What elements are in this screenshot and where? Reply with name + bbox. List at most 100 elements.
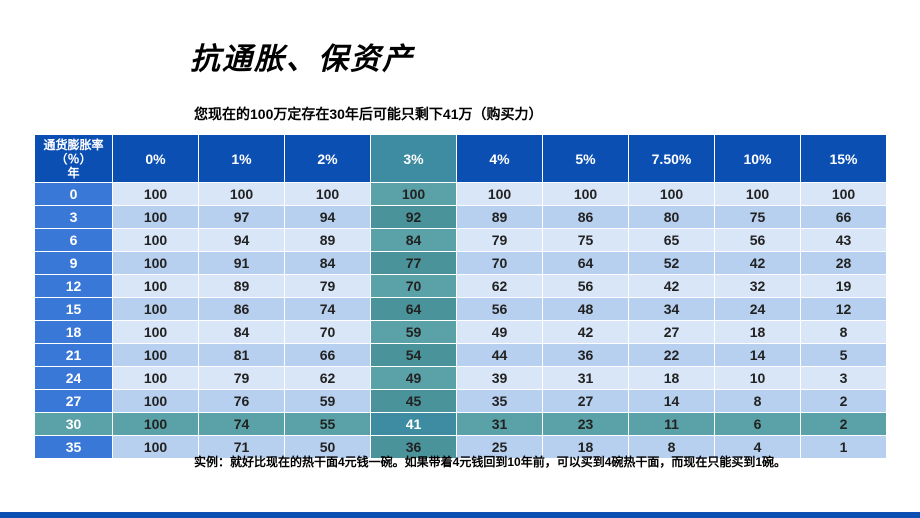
data-cell: 22 [629,344,715,367]
table-row: 3010074554131231162 [35,413,887,436]
footnote-text: 实例：就好比现在的热干面4元钱一碗。如果带着4元钱回到10年前，可以买到4碗热干… [194,454,834,470]
data-cell: 44 [457,344,543,367]
data-cell: 35 [457,390,543,413]
data-cell: 34 [629,298,715,321]
data-cell: 56 [457,298,543,321]
data-cell: 100 [113,206,199,229]
data-cell: 79 [285,275,371,298]
inflation-table: 通货膨胀率（％）年0%1%2%3%4%5%7.50%10%15%01001001… [34,134,887,459]
rate-header: 0% [113,135,199,183]
data-cell: 100 [285,183,371,206]
data-cell: 100 [715,183,801,206]
data-cell: 2 [801,390,887,413]
data-cell: 100 [113,252,199,275]
data-cell: 89 [285,229,371,252]
data-cell: 100 [371,183,457,206]
data-cell: 74 [285,298,371,321]
table-corner-header: 通货膨胀率（％）年 [35,135,113,183]
data-cell: 10 [715,367,801,390]
data-cell: 48 [543,298,629,321]
data-cell: 64 [371,298,457,321]
data-cell: 14 [629,390,715,413]
data-cell: 79 [457,229,543,252]
table-row: 2710076594535271482 [35,390,887,413]
data-cell: 86 [543,206,629,229]
data-cell: 100 [543,183,629,206]
data-cell: 45 [371,390,457,413]
data-cell: 100 [629,183,715,206]
rate-header: 3% [371,135,457,183]
rate-header: 7.50% [629,135,715,183]
data-cell: 89 [457,206,543,229]
data-cell: 6 [715,413,801,436]
bottom-accent-bar [0,512,920,518]
table-row: 91009184777064524228 [35,252,887,275]
data-cell: 36 [543,344,629,367]
year-cell: 9 [35,252,113,275]
data-cell: 32 [715,275,801,298]
data-cell: 54 [371,344,457,367]
data-cell: 100 [113,321,199,344]
year-cell: 35 [35,436,113,459]
year-cell: 12 [35,275,113,298]
data-cell: 100 [113,367,199,390]
year-cell: 0 [35,183,113,206]
data-cell: 100 [457,183,543,206]
data-cell: 94 [199,229,285,252]
data-cell: 89 [199,275,285,298]
year-cell: 21 [35,344,113,367]
data-cell: 18 [629,367,715,390]
data-cell: 59 [285,390,371,413]
data-cell: 28 [801,252,887,275]
data-cell: 12 [801,298,887,321]
data-cell: 100 [113,436,199,459]
data-cell: 23 [543,413,629,436]
data-cell: 19 [801,275,887,298]
data-cell: 24 [715,298,801,321]
data-cell: 94 [285,206,371,229]
rate-header: 4% [457,135,543,183]
data-cell: 8 [715,390,801,413]
data-cell: 65 [629,229,715,252]
table-row: 0100100100100100100100100100 [35,183,887,206]
table-row: 151008674645648342412 [35,298,887,321]
corner-top-label: 通货膨胀率（％） [37,138,110,166]
corner-bottom-label: 年 [37,166,110,180]
data-cell: 75 [543,229,629,252]
data-cell: 100 [801,183,887,206]
data-cell: 84 [285,252,371,275]
rate-header: 10% [715,135,801,183]
data-cell: 64 [543,252,629,275]
data-cell: 80 [629,206,715,229]
year-cell: 24 [35,367,113,390]
data-cell: 49 [457,321,543,344]
data-cell: 62 [457,275,543,298]
data-cell: 18 [715,321,801,344]
data-cell: 62 [285,367,371,390]
table-row: 21100816654443622145 [35,344,887,367]
subtitle-text: 您现在的100万定存在30年后可能只剩下41万（购买力） [194,104,543,124]
data-cell: 2 [801,413,887,436]
data-cell: 97 [199,206,285,229]
table-row: 18100847059494227188 [35,321,887,344]
data-cell: 55 [285,413,371,436]
page-title: 抗通胀、保资产 [190,34,414,78]
table-row: 121008979706256423219 [35,275,887,298]
data-cell: 43 [801,229,887,252]
rate-header: 2% [285,135,371,183]
data-cell: 70 [457,252,543,275]
data-cell: 75 [715,206,801,229]
data-cell: 100 [113,275,199,298]
year-cell: 15 [35,298,113,321]
table-row: 24100796249393118103 [35,367,887,390]
data-cell: 3 [801,367,887,390]
rate-header: 1% [199,135,285,183]
data-cell: 74 [199,413,285,436]
inflation-table-wrap: 通货膨胀率（％）年0%1%2%3%4%5%7.50%10%15%01001001… [34,134,886,459]
year-cell: 30 [35,413,113,436]
rate-header: 5% [543,135,629,183]
data-cell: 41 [371,413,457,436]
data-cell: 66 [285,344,371,367]
data-cell: 70 [285,321,371,344]
data-cell: 56 [543,275,629,298]
